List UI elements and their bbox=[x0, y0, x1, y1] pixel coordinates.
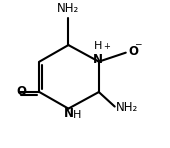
Text: H: H bbox=[94, 41, 102, 51]
Text: −: − bbox=[134, 40, 142, 49]
Text: NH₂: NH₂ bbox=[57, 2, 80, 15]
Text: NH₂: NH₂ bbox=[116, 101, 138, 114]
Text: O: O bbox=[17, 85, 27, 98]
Text: O: O bbox=[129, 45, 139, 58]
Text: N: N bbox=[63, 107, 73, 120]
Text: +: + bbox=[103, 42, 110, 51]
Text: N: N bbox=[93, 53, 103, 66]
Text: H: H bbox=[73, 110, 82, 120]
